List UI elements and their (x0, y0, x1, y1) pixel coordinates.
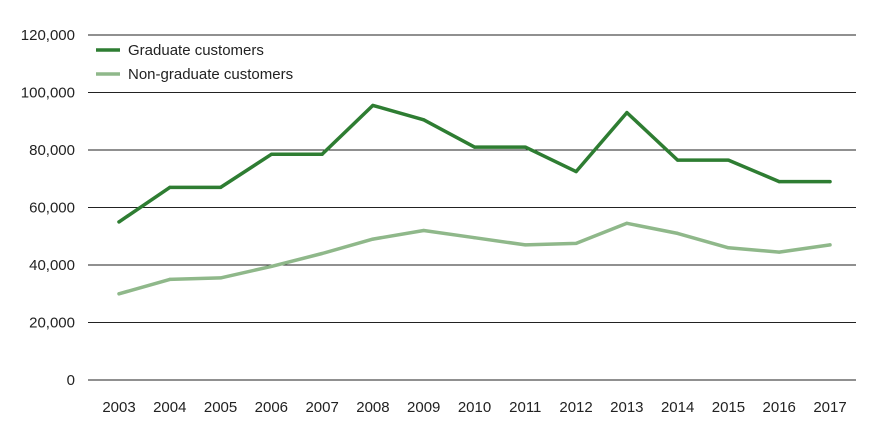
x-tick-label: 2013 (610, 399, 643, 416)
data-point (269, 152, 273, 156)
data-point (574, 241, 578, 246)
x-tick-label: 2015 (712, 399, 745, 416)
x-axis: 2003 2004 2005 2006 2007 2008 2009 2010 2011 2012… (88, 379, 856, 416)
data-point (726, 158, 731, 162)
x-tick-label: 2009 (407, 399, 440, 416)
y-axis: 0 20,000 40,000 60,000 80,000 100,000 120,000 (21, 27, 75, 389)
data-point (371, 237, 375, 241)
data-point (777, 250, 781, 254)
data-point (625, 221, 629, 225)
data-point (777, 180, 781, 184)
data-point (574, 169, 578, 174)
legend: Graduate customers Non-graduate customers (96, 42, 293, 83)
data-point (320, 152, 324, 156)
y-tick-label: 80,000 (29, 142, 75, 159)
data-point (168, 277, 172, 281)
grid-lines (88, 34, 856, 323)
data-point (218, 185, 223, 189)
data-point (371, 103, 375, 108)
data-point (168, 185, 172, 189)
data-point (472, 145, 477, 149)
data-point (422, 118, 426, 122)
y-tick-label: 60,000 (29, 200, 75, 217)
x-tick-label: 2006 (255, 399, 288, 416)
y-tick-label: 0 (67, 372, 75, 389)
x-tick-label: 2010 (458, 399, 491, 416)
y-tick-label: 120,000 (21, 27, 75, 44)
series-group (117, 103, 832, 296)
y-tick-label: 100,000 (21, 85, 75, 102)
data-point (320, 251, 324, 256)
x-tick-label: 2003 (102, 399, 135, 416)
data-point (218, 276, 223, 280)
legend-label-1: Non-graduate customers (128, 66, 293, 83)
data-point (625, 111, 629, 115)
x-tick-label: 2014 (661, 399, 694, 416)
y-tick-label: 20,000 (29, 315, 75, 332)
data-point (676, 231, 680, 235)
x-tick-label: 2005 (204, 399, 237, 416)
legend-label-0: Graduate customers (128, 42, 264, 59)
data-point (117, 292, 121, 296)
data-point (726, 246, 731, 250)
x-tick-label: 2008 (356, 399, 389, 416)
x-tick-label: 2016 (763, 399, 796, 416)
x-tick-label: 2017 (813, 399, 846, 416)
data-point (117, 220, 121, 224)
y-tick-label: 40,000 (29, 257, 75, 274)
data-point (422, 228, 426, 233)
data-point (523, 145, 527, 149)
data-point (472, 236, 477, 240)
series-line-1 (117, 221, 832, 296)
data-point (828, 180, 832, 184)
data-point (828, 243, 832, 247)
data-point (676, 158, 680, 162)
data-point (523, 243, 527, 247)
x-tick-label: 2011 (509, 399, 541, 416)
series-line-0 (117, 103, 832, 224)
x-tick-label: 2004 (153, 399, 186, 416)
x-tick-label: 2012 (559, 399, 592, 416)
x-tick-label: 2007 (305, 399, 338, 416)
data-point (269, 264, 273, 269)
